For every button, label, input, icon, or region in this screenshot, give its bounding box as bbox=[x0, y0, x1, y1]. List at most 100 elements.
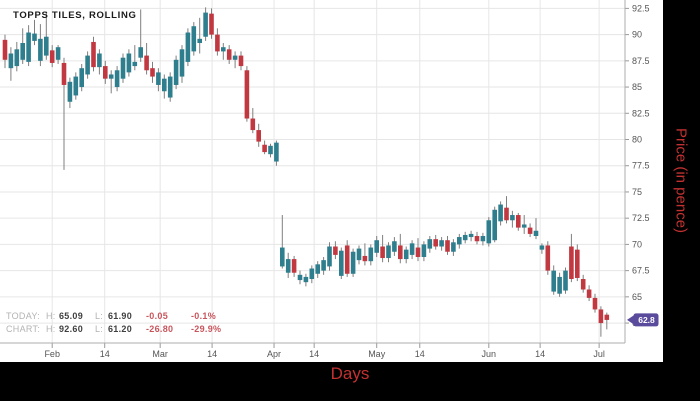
candle-body-down bbox=[433, 239, 438, 247]
candle bbox=[380, 234, 385, 263]
candle-body-down bbox=[150, 68, 155, 77]
x-tick-label: 14 bbox=[309, 349, 319, 359]
today-high-key: H: bbox=[46, 311, 56, 321]
y-tick-label: 70 bbox=[632, 239, 642, 249]
candle bbox=[445, 236, 450, 255]
candle-body-down bbox=[586, 289, 592, 298]
candle bbox=[592, 293, 598, 313]
candle bbox=[138, 9, 143, 62]
candle-body-up bbox=[468, 233, 474, 238]
candle-body-up bbox=[232, 55, 238, 60]
candle-body-up bbox=[20, 43, 25, 60]
candle bbox=[280, 215, 285, 269]
candle bbox=[38, 24, 43, 67]
candle bbox=[67, 77, 73, 109]
candle bbox=[244, 66, 250, 122]
today-change-pct: -0.1% bbox=[191, 311, 217, 321]
candle bbox=[492, 206, 497, 243]
last-price-tag bbox=[633, 313, 659, 327]
candle bbox=[20, 28, 25, 64]
candle bbox=[333, 241, 338, 260]
chart-high-key: H: bbox=[46, 324, 56, 334]
candle bbox=[480, 232, 486, 246]
candle-body-up bbox=[368, 247, 374, 262]
candle bbox=[344, 240, 350, 277]
candle-body-down bbox=[333, 246, 338, 255]
candle bbox=[462, 231, 468, 244]
candle-body-down bbox=[362, 255, 368, 262]
candle bbox=[79, 63, 84, 92]
candle bbox=[498, 201, 503, 226]
candle-body-up bbox=[132, 61, 138, 67]
candle-body-up bbox=[492, 209, 497, 241]
candle-body-up bbox=[55, 47, 61, 60]
chart-low-key: L: bbox=[95, 324, 104, 334]
candle bbox=[291, 255, 297, 277]
candle-body-down bbox=[250, 118, 256, 131]
candle-body-up bbox=[203, 12, 208, 37]
candle-body-up bbox=[285, 259, 291, 273]
candle-body-down bbox=[592, 297, 598, 310]
candle-body-down bbox=[527, 227, 533, 234]
candle-body-up bbox=[185, 32, 191, 62]
candle-body-up bbox=[114, 70, 120, 88]
today-low-value: 61.90 bbox=[108, 311, 133, 321]
candle-body-up bbox=[539, 245, 545, 250]
candle-body-down bbox=[504, 207, 509, 221]
candle-body-down bbox=[209, 13, 214, 35]
candle bbox=[386, 242, 391, 263]
candle-body-down bbox=[474, 236, 480, 242]
candle-body-up bbox=[356, 248, 362, 261]
candle bbox=[150, 61, 155, 83]
candle-body-up bbox=[38, 38, 43, 61]
price-summary-box: TODAY: H: 65.09 L: 61.90 -0.05 -0.1% CHART: H: 9… bbox=[6, 310, 233, 336]
candle-body-up bbox=[350, 251, 356, 274]
candle bbox=[468, 230, 474, 242]
candle-body-up bbox=[451, 242, 456, 252]
candlestick-chart[interactable]: 92.59087.58582.58077.57572.57067.56562.5… bbox=[0, 0, 663, 362]
candle bbox=[545, 241, 551, 275]
candle-body-down bbox=[516, 215, 521, 228]
candle bbox=[8, 47, 14, 81]
candle bbox=[97, 49, 102, 75]
candle bbox=[539, 243, 545, 254]
candle bbox=[356, 245, 362, 265]
candle bbox=[120, 53, 126, 83]
x-tick-label: May bbox=[368, 349, 386, 359]
candle bbox=[274, 140, 279, 166]
candle bbox=[362, 243, 368, 266]
candle-body-down bbox=[598, 309, 604, 324]
candle-body-up bbox=[374, 240, 379, 253]
candle-body-up bbox=[73, 76, 79, 96]
candle bbox=[309, 265, 315, 284]
candle-body-up bbox=[26, 32, 31, 62]
candle-body-up bbox=[97, 53, 102, 68]
candle-body-up bbox=[191, 26, 197, 52]
candle bbox=[604, 312, 610, 330]
candle-body-up bbox=[303, 276, 309, 283]
candle-body-up bbox=[268, 145, 273, 155]
candle-body-up bbox=[409, 243, 415, 255]
y-tick-label: 82.5 bbox=[632, 108, 650, 118]
candle bbox=[321, 256, 326, 275]
candle bbox=[557, 272, 562, 297]
candle bbox=[132, 45, 138, 71]
candle bbox=[504, 196, 509, 224]
candle bbox=[580, 274, 586, 293]
candle bbox=[451, 239, 456, 256]
candle bbox=[250, 108, 256, 134]
x-tick-label: Jul bbox=[593, 349, 605, 359]
candle bbox=[421, 241, 427, 262]
candle-body-down bbox=[244, 70, 250, 119]
candle bbox=[563, 267, 568, 294]
y-tick-label: 67.5 bbox=[632, 266, 650, 276]
candle bbox=[238, 51, 244, 71]
candle bbox=[427, 236, 433, 253]
candle-body-up bbox=[327, 246, 332, 267]
candle bbox=[586, 285, 592, 302]
y-tick-label: 75 bbox=[632, 187, 642, 197]
candle bbox=[209, 8, 214, 39]
candle bbox=[14, 41, 20, 72]
candle bbox=[108, 70, 114, 94]
